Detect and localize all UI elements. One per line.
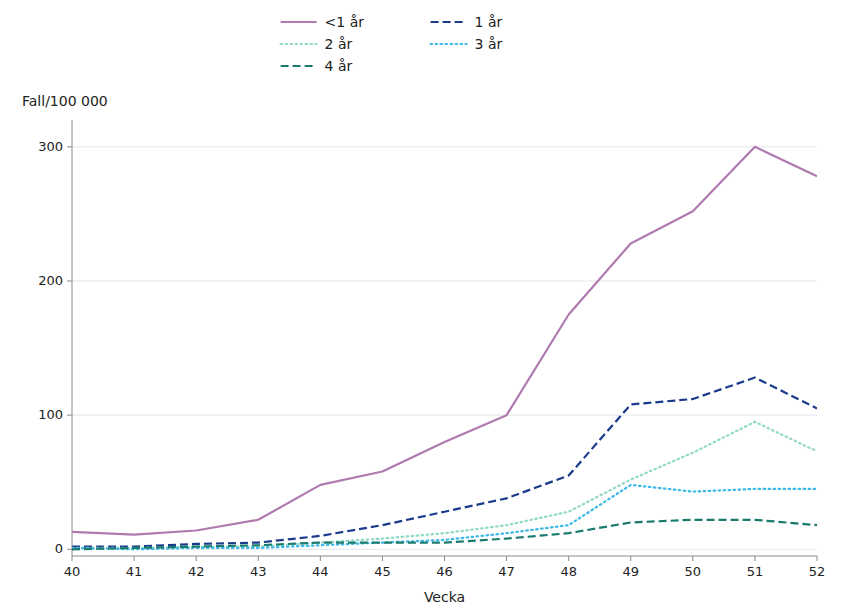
series-line xyxy=(72,147,817,535)
x-tick-label: 45 xyxy=(374,564,391,579)
y-tick xyxy=(67,549,72,550)
y-tick xyxy=(67,415,72,416)
x-tick-label: 52 xyxy=(809,564,826,579)
chart-svg: 0 100 200 300 40 41 42 43 44 45 46 47 48 49 50 51 52 Veck… xyxy=(0,0,847,616)
y-axis-label: Fall/100 000 xyxy=(22,93,108,109)
x-tick xyxy=(382,556,383,561)
legend-swatch xyxy=(281,21,317,23)
x-tick-label: 40 xyxy=(64,564,81,579)
legend-swatch xyxy=(431,21,467,23)
y-tick-label: 100 xyxy=(38,407,63,422)
x-tick-label: 46 xyxy=(436,564,453,579)
legend-label: 1 år xyxy=(475,14,503,30)
legend-label: 2 år xyxy=(325,36,353,52)
x-tick xyxy=(196,556,197,561)
x-tick-label: 50 xyxy=(685,564,702,579)
legend-label: <1 år xyxy=(325,14,365,30)
x-tick xyxy=(568,556,569,561)
x-axis-label: Vecka xyxy=(424,589,465,605)
grid-line xyxy=(72,146,817,147)
series-line xyxy=(72,485,817,549)
y-tick-label: 300 xyxy=(38,139,63,154)
axes: 0 100 200 300 40 41 42 43 44 45 46 47 48 49 50 51 52 xyxy=(38,120,825,579)
y-tick xyxy=(67,146,72,147)
lines xyxy=(72,147,817,549)
x-tick xyxy=(692,556,693,561)
x-tick-label: 49 xyxy=(622,564,639,579)
legend-label: 3 år xyxy=(475,36,503,52)
series-line xyxy=(72,520,817,550)
legend-swatch xyxy=(281,43,317,45)
x-tick-label: 51 xyxy=(747,564,764,579)
x-tick-label: 43 xyxy=(250,564,267,579)
x-tick xyxy=(444,556,445,561)
grid-line xyxy=(72,280,817,281)
y-tick xyxy=(67,280,72,281)
grid-line xyxy=(72,415,817,416)
x-tick-label: 42 xyxy=(188,564,205,579)
legend-swatch xyxy=(281,65,317,67)
y-tick-label: 0 xyxy=(55,541,63,556)
x-tick xyxy=(320,556,321,561)
chart-container: 0 100 200 300 40 41 42 43 44 45 46 47 48 49 50 51 52 Veck… xyxy=(0,0,847,616)
legend: <1 år 1 år 2 år 3 år 4 år xyxy=(281,14,503,74)
y-tick-label: 200 xyxy=(38,273,63,288)
legend-label: 4 år xyxy=(325,58,353,74)
x-tick xyxy=(258,556,259,561)
x-tick xyxy=(506,556,507,561)
y-axis-line xyxy=(72,120,73,556)
x-tick xyxy=(754,556,755,561)
legend-swatch xyxy=(431,43,467,45)
grid xyxy=(72,147,817,549)
series-line xyxy=(72,422,817,548)
x-tick-label: 47 xyxy=(498,564,515,579)
x-tick xyxy=(630,556,631,561)
x-tick-label: 48 xyxy=(560,564,577,579)
x-tick xyxy=(817,556,818,561)
series-line xyxy=(72,378,817,547)
x-tick xyxy=(134,556,135,561)
x-tick xyxy=(72,556,73,561)
x-tick-label: 41 xyxy=(126,564,143,579)
x-tick-label: 44 xyxy=(312,564,329,579)
